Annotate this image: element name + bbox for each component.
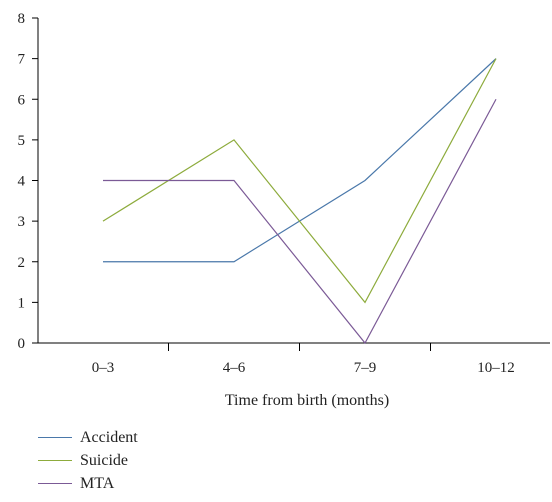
y-tick-label: 3 xyxy=(18,214,26,230)
legend-label: Suicide xyxy=(80,451,128,469)
legend-item-accident: Accident xyxy=(38,426,138,449)
y-tick-label: 4 xyxy=(18,174,26,190)
y-tick-label: 0 xyxy=(18,336,26,352)
legend-item-mta: MTA xyxy=(38,472,138,495)
series-lines xyxy=(102,58,497,345)
y-axis: 0 1 2 3 4 5 6 7 8 xyxy=(18,11,39,352)
legend-label: MTA xyxy=(80,474,115,492)
y-tick-label: 2 xyxy=(18,255,26,271)
y-tick-label: 6 xyxy=(18,92,26,108)
legend: Accident Suicide MTA xyxy=(38,426,138,495)
y-tick-label: 5 xyxy=(18,133,26,149)
y-tick-label: 7 xyxy=(18,52,26,68)
y-tick-label: 8 xyxy=(18,11,26,27)
x-axis: 0–3 4–6 7–9 10–12 xyxy=(38,342,550,376)
x-tick-label: 4–6 xyxy=(223,360,246,376)
series-line-accident xyxy=(103,58,497,263)
legend-item-suicide: Suicide xyxy=(38,449,138,472)
y-tick-label: 1 xyxy=(18,295,26,311)
x-tick-label: 7–9 xyxy=(354,360,377,376)
x-tick-label: 10–12 xyxy=(477,360,515,376)
legend-swatch xyxy=(38,483,72,484)
x-axis-title: Time from birth (months) xyxy=(225,392,389,409)
series-line-mta xyxy=(103,98,497,345)
legend-label: Accident xyxy=(80,428,138,446)
legend-swatch xyxy=(38,437,72,438)
x-tick-label: 0–3 xyxy=(92,360,115,376)
legend-swatch xyxy=(38,460,72,461)
